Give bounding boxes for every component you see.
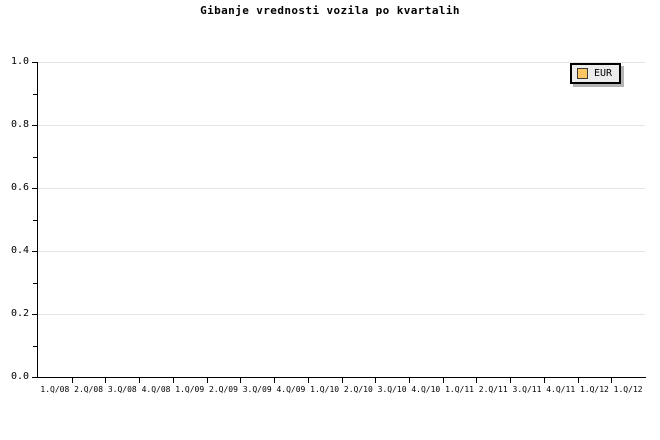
x-tick (105, 378, 106, 383)
x-tick-label: 1.Q/09 (175, 385, 205, 394)
x-tick (308, 378, 309, 383)
x-tick (409, 378, 410, 383)
y-tick-label: 0.8 (10, 119, 29, 130)
y-tick-minor (33, 345, 37, 347)
y-tick-major (32, 188, 37, 189)
x-tick-label: 3.Q/09 (242, 385, 272, 394)
x-tick (476, 378, 477, 383)
gridline (38, 125, 645, 126)
gridline (38, 188, 645, 189)
x-tick-label: 2.Q/08 (74, 385, 104, 394)
x-tick-label: 1.Q/12 (579, 385, 609, 394)
x-tick (240, 378, 241, 383)
x-tick-label: 4.Q/10 (411, 385, 441, 394)
gridline (38, 62, 645, 63)
y-tick-minor (33, 219, 37, 221)
x-tick (443, 378, 444, 383)
x-tick-label: 4.Q/09 (276, 385, 306, 394)
x-tick-label: 1.Q/12 (613, 385, 643, 394)
y-tick-major (32, 314, 37, 315)
x-tick-label: 4.Q/08 (141, 385, 171, 394)
x-tick-label: 2.Q/11 (478, 385, 508, 394)
x-tick (375, 378, 376, 383)
y-tick-minor (33, 93, 37, 95)
y-tick-major (32, 62, 37, 63)
gridline (38, 251, 645, 252)
x-tick-label: 1.Q/11 (445, 385, 474, 394)
y-tick-major (32, 125, 37, 126)
y-tick-label: 1.0 (10, 56, 29, 67)
x-tick (342, 378, 343, 383)
x-tick (544, 378, 545, 383)
x-tick (510, 378, 511, 383)
x-tick-label: 1.Q/10 (310, 385, 340, 394)
y-tick-minor (33, 156, 37, 158)
x-tick-label: 1.Q/08 (40, 385, 70, 394)
gridline (38, 314, 645, 315)
x-tick-label: 3.Q/10 (377, 385, 407, 394)
y-tick-label: 0.4 (10, 245, 29, 256)
x-tick (611, 378, 612, 383)
x-tick-label: 2.Q/10 (343, 385, 373, 394)
plot-area (38, 62, 645, 377)
y-tick-label: 0.6 (10, 182, 29, 193)
chart-title: Gibanje vrednosti vozila po kvartalih (200, 4, 460, 17)
x-tick (173, 378, 174, 383)
x-tick (72, 378, 73, 383)
x-tick (207, 378, 208, 383)
x-axis-line (37, 377, 646, 378)
chart-legend[interactable]: EUR (570, 63, 622, 84)
legend-swatch-eur (577, 68, 588, 79)
legend-label-eur: EUR (594, 68, 613, 79)
x-tick-label: 3.Q/08 (107, 385, 137, 394)
x-tick (578, 378, 579, 383)
x-tick-label: 2.Q/09 (209, 385, 238, 394)
y-tick-major (32, 251, 37, 252)
y-tick-minor (33, 282, 37, 284)
x-tick-label: 4.Q/11 (546, 385, 576, 394)
y-axis-line (37, 62, 38, 378)
x-tick-label: 3.Q/11 (512, 385, 542, 394)
y-tick-major (32, 377, 37, 378)
y-tick-label: 0.0 (10, 371, 29, 382)
y-tick-label: 0.2 (10, 308, 29, 319)
x-tick (139, 378, 140, 383)
x-tick (274, 378, 275, 383)
